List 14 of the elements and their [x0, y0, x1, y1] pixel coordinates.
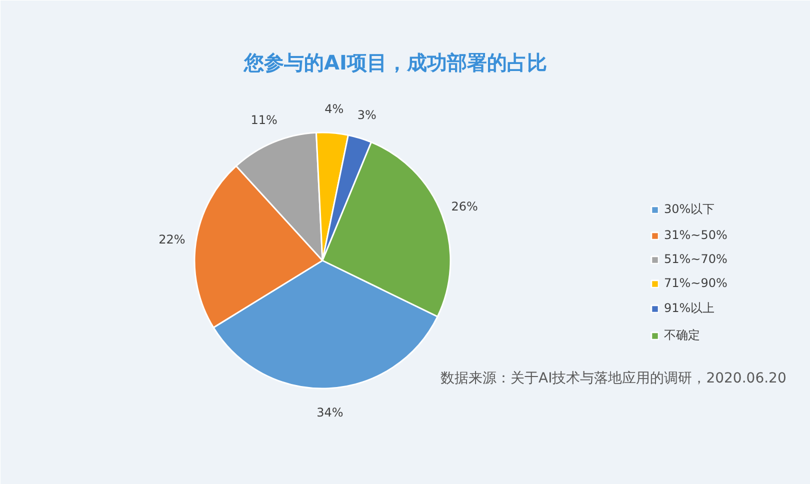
- legend-label: 71%~90%: [664, 276, 728, 290]
- data-label: 11%: [250, 113, 278, 128]
- data-label: 26%: [451, 200, 478, 214]
- data-label: 4%: [324, 102, 344, 116]
- legend-label: 30%以下: [664, 201, 715, 218]
- data-label: 22%: [158, 232, 186, 246]
- legend-label: 51%~70%: [664, 252, 728, 266]
- data-label: 34%: [316, 405, 344, 420]
- chart-title: 您参与的AI项目，成功部署的占比: [243, 50, 547, 74]
- legend-label: 31%~50%: [664, 228, 728, 242]
- legend-label: 91%以上: [664, 300, 715, 317]
- legend-label: 不确定: [664, 327, 700, 344]
- source-note: 数据来源：关于AI技术与落地应用的调研，2020.06.20: [440, 370, 786, 386]
- data-label: 3%: [357, 108, 376, 122]
